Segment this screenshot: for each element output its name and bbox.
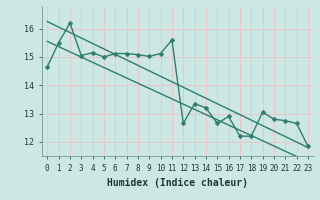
X-axis label: Humidex (Indice chaleur): Humidex (Indice chaleur) (107, 178, 248, 188)
